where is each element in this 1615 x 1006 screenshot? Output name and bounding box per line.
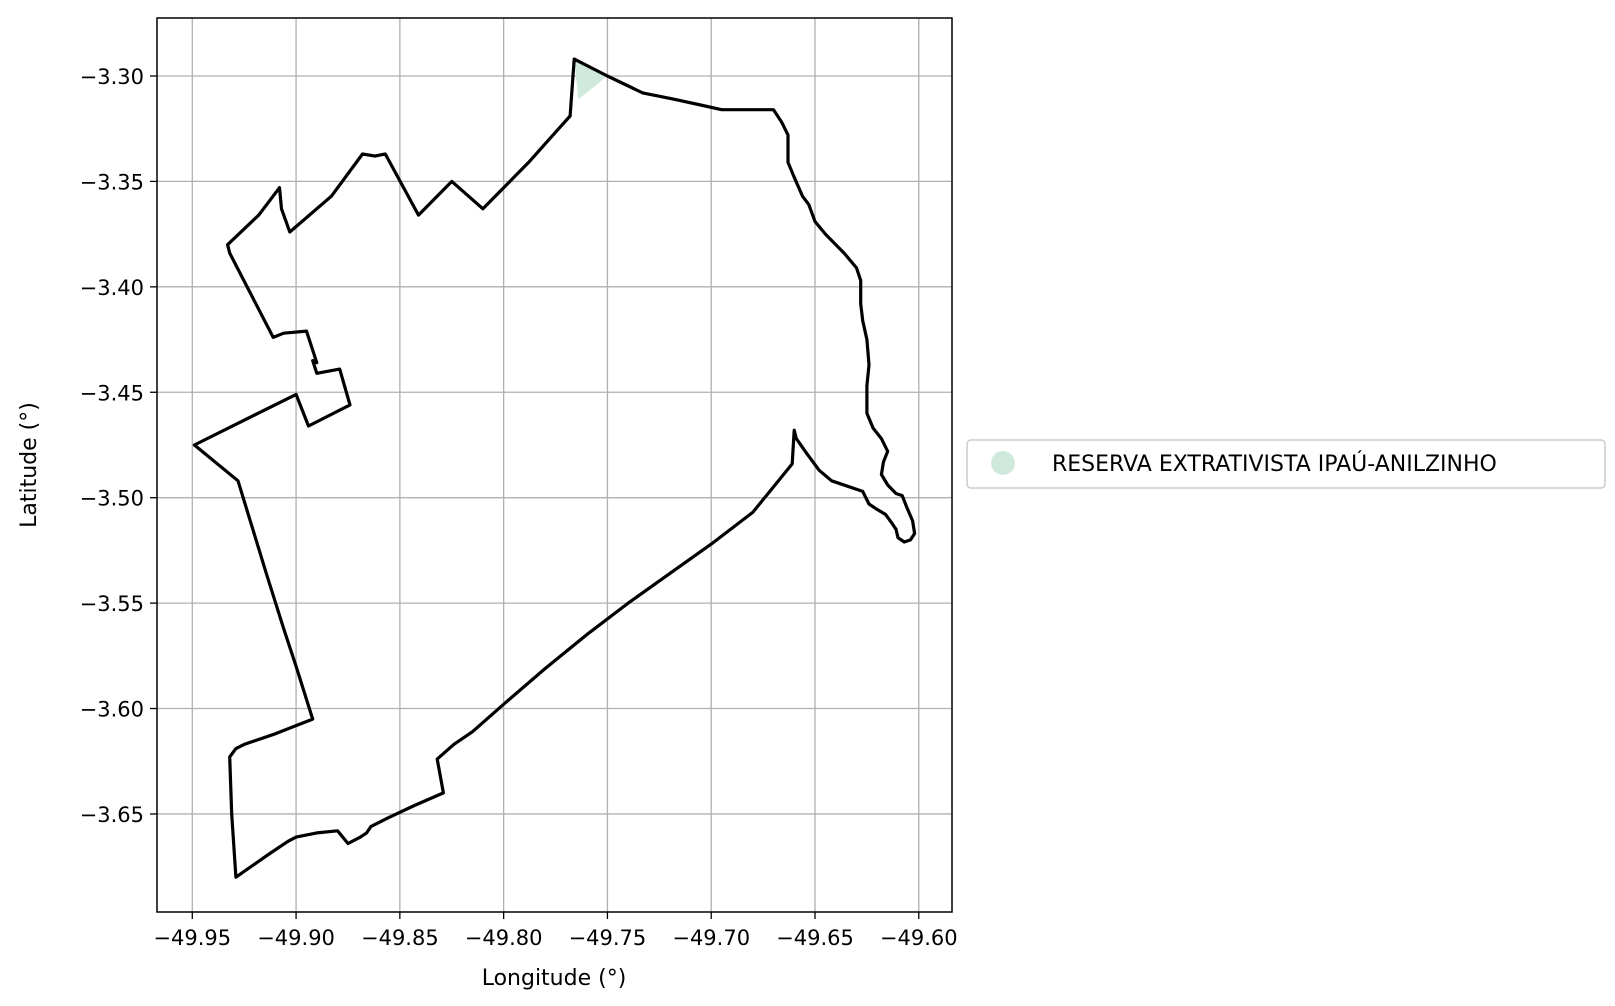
x-tick-label: −49.75 (569, 926, 647, 950)
legend-marker (991, 451, 1015, 475)
y-tick-label: −3.35 (80, 170, 144, 194)
x-tick-label: −49.85 (361, 926, 439, 950)
plot-frame (156, 17, 953, 913)
y-tick-label: −3.30 (80, 65, 144, 89)
x-tick-label: −49.80 (465, 926, 543, 950)
x-tick-label: −49.70 (672, 926, 750, 950)
y-tick-label: −3.40 (80, 276, 144, 300)
y-tick-label: −3.60 (80, 698, 144, 722)
x-tick-label: −49.90 (257, 926, 335, 950)
y-tick-label: −3.45 (80, 381, 144, 405)
x-axis-label: Longitude (°) (482, 966, 627, 991)
x-tick-label: −49.60 (880, 926, 958, 950)
axis-ticks: −49.95 −49.90 −49.85 −49.80 −49.75 −49.70 −49.… (80, 65, 958, 950)
y-tick-label: −3.55 (80, 592, 144, 616)
reserve-filled-area (574, 59, 608, 100)
legend: RESERVA EXTRATIVISTA IPAÚ-ANILZINHO (966, 439, 1606, 489)
grid-lines (157, 18, 952, 912)
boundary-outline (192, 57, 917, 879)
legend-entry-label: RESERVA EXTRATIVISTA IPAÚ-ANILZINHO (1052, 451, 1497, 477)
y-tick-label: −3.50 (80, 487, 144, 511)
x-tick-label: −49.95 (153, 926, 231, 950)
y-axis-label: Latitude (°) (17, 402, 42, 528)
y-tick-label: −3.65 (80, 803, 144, 827)
map-shapes (192, 57, 917, 879)
x-tick-label: −49.65 (776, 926, 854, 950)
legend-box (966, 439, 1606, 489)
